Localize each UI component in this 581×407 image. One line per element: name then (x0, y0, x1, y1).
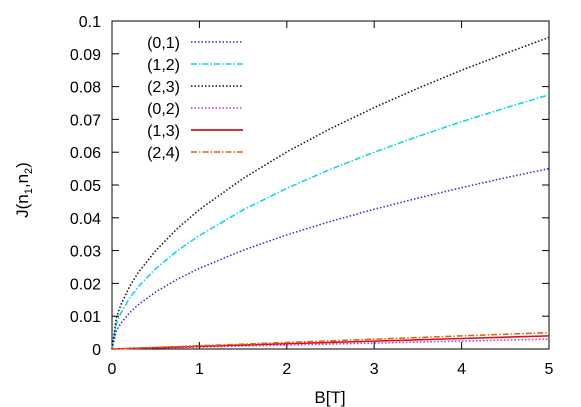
y-tick-label: 0.01 (70, 309, 101, 326)
legend-label-0: (0,1) (147, 35, 180, 52)
series-line-2 (111, 36, 550, 350)
series-line-5 (111, 331, 550, 350)
y-tick-label: 0.07 (70, 112, 101, 129)
x-tick-label: 1 (195, 361, 204, 378)
y-label-end: ) (13, 162, 32, 168)
x-tick-label: 4 (457, 361, 466, 378)
y-tick-label: 0.05 (70, 178, 101, 195)
y-tick-label: 0.03 (70, 244, 101, 261)
legend-label-3: (0,2) (147, 101, 180, 118)
x-tick-label: 2 (282, 361, 291, 378)
legend: (0,1) (1,2) (2,3) (0,2) (1,3) (2,4) (147, 35, 243, 162)
ticks: 0 1 2 3 4 5 0 0.01 0.02 0.03 0.04 0.05 0.06 0.07 0.08 0… (70, 14, 554, 378)
y-tick-label: 0.06 (70, 145, 101, 162)
series-layer (111, 36, 550, 350)
y-tick-label: 0.1 (79, 14, 101, 31)
x-axis-label: B[T] (314, 388, 345, 407)
x-tick-label: 5 (545, 361, 554, 378)
y-label-sub1: 1 (23, 188, 35, 194)
legend-label-1: (1,2) (147, 57, 180, 74)
series-line-0 (111, 167, 550, 350)
series-line-3 (111, 338, 550, 350)
y-axis-label: J(n1,n2) (13, 162, 35, 218)
y-label-mid: ,n (13, 174, 32, 188)
y-tick-label: 0 (92, 342, 101, 359)
legend-label-4: (1,3) (147, 123, 180, 140)
legend-label-5: (2,4) (147, 145, 180, 162)
series-line-1 (111, 94, 550, 350)
y-tick-label: 0.09 (70, 47, 101, 64)
y-label-sub2: 2 (23, 168, 35, 174)
y-tick-label: 0.04 (70, 211, 101, 228)
y-tick-label: 0.02 (70, 276, 101, 293)
legend-label-2: (2,3) (147, 79, 180, 96)
x-tick-label: 3 (370, 361, 379, 378)
y-tick-label: 0.08 (70, 80, 101, 97)
x-tick-label: 0 (108, 361, 117, 378)
y-label-base: J(n (13, 194, 32, 218)
